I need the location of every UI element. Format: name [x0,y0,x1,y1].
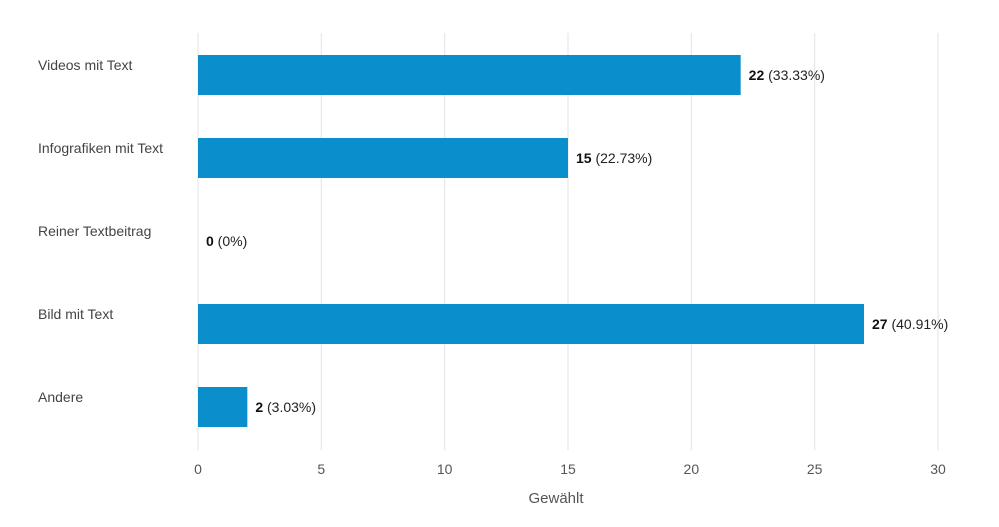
data-label-count: 15 [576,150,592,166]
bars [198,55,864,427]
data-label: 22 (33.33%) [749,67,825,83]
x-axis-title: Gewählt [528,490,584,507]
x-tick-label: 25 [807,461,823,477]
category-label: Bild mit Text [38,306,113,322]
x-tick-label: 5 [317,461,325,477]
data-label-percent: (40.91%) [888,316,949,332]
category-labels: Videos mit Text Infografiken mit Text Rein… [38,57,163,405]
data-label-count: 27 [872,316,888,332]
x-tick-label: 20 [684,461,700,477]
data-label-percent: (0%) [214,233,247,249]
data-label-count: 22 [749,67,765,83]
bar [198,55,741,95]
data-label: 15 (22.73%) [576,150,652,166]
data-label-count: 0 [206,233,214,249]
data-label-percent: (3.03%) [263,399,316,415]
x-tick-label: 0 [194,461,202,477]
bar [198,387,248,427]
x-tick-label: 10 [437,461,453,477]
x-tick-label: 30 [930,461,946,477]
bar [198,304,864,344]
data-label-count: 2 [255,399,263,415]
grid-lines [197,33,939,450]
x-tick-label: 15 [560,461,576,477]
data-label: 2 (3.03%) [255,399,316,415]
category-label: Infografiken mit Text [38,140,163,156]
data-label-percent: (33.33%) [764,67,825,83]
category-label: Videos mit Text [38,57,133,73]
data-label: 0 (0%) [206,233,247,249]
data-label-percent: (22.73%) [592,150,653,166]
category-label: Reiner Textbeitrag [38,223,151,239]
data-label: 27 (40.91%) [872,316,948,332]
category-label: Andere [38,389,83,405]
x-tick-labels: 0 5 10 15 20 25 30 [194,461,946,477]
bar [198,138,568,178]
data-labels: 22 (33.33%)15 (22.73%)0 (0%)27 (40.91%)2… [206,67,948,415]
